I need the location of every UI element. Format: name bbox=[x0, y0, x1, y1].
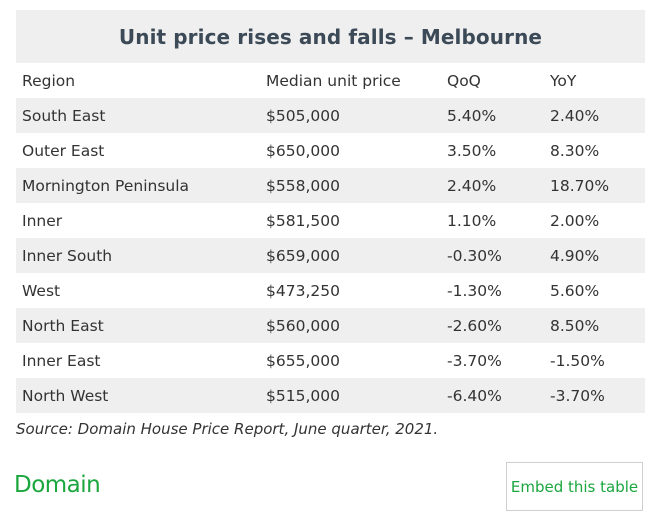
cell-region: Mornington Peninsula bbox=[16, 168, 260, 203]
domain-logo[interactable]: Domain bbox=[14, 472, 101, 498]
cell-qoq: -3.70% bbox=[447, 351, 502, 370]
column-header-yoy: YoY bbox=[550, 71, 577, 90]
cell-median-price: $581,500 bbox=[266, 211, 340, 230]
cell-yoy: -3.70% bbox=[544, 378, 645, 413]
cell-region: Inner bbox=[22, 211, 63, 230]
cell-yoy: 2.00% bbox=[550, 211, 600, 230]
table-title-bar: Unit price rises and falls – Melbourne bbox=[16, 10, 645, 63]
table-header-row: Region Median unit price QoQ YoY bbox=[16, 63, 645, 98]
cell-yoy: 8.30% bbox=[550, 141, 600, 160]
table-row: North West $515,000 -6.40% -3.70% bbox=[16, 378, 645, 413]
cell-yoy: 5.60% bbox=[550, 281, 600, 300]
cell-median-price: $650,000 bbox=[266, 141, 340, 160]
price-table: Region Median unit price QoQ YoY South E… bbox=[16, 63, 645, 413]
cell-region: North West bbox=[16, 378, 260, 413]
column-header-qoq: QoQ bbox=[447, 71, 481, 90]
cell-median-price: $558,000 bbox=[260, 168, 441, 203]
table-row: Inner South $659,000 -0.30% 4.90% bbox=[16, 238, 645, 273]
cell-qoq: -2.60% bbox=[441, 308, 544, 343]
cell-qoq: 2.40% bbox=[441, 168, 544, 203]
cell-qoq: 1.10% bbox=[447, 211, 497, 230]
cell-yoy: -1.50% bbox=[550, 351, 605, 370]
table-row: Outer East $650,000 3.50% 8.30% bbox=[16, 133, 645, 168]
cell-region: North East bbox=[16, 308, 260, 343]
cell-qoq: -1.30% bbox=[447, 281, 502, 300]
table-row: Inner $581,500 1.10% 2.00% bbox=[16, 203, 645, 238]
embed-table-button[interactable]: Embed this table bbox=[506, 462, 643, 511]
cell-yoy: 8.50% bbox=[544, 308, 645, 343]
cell-yoy: 4.90% bbox=[544, 238, 645, 273]
table-row: West $473,250 -1.30% 5.60% bbox=[16, 273, 645, 308]
source-note: Source: Domain House Price Report, June … bbox=[16, 420, 439, 438]
table-row: Mornington Peninsula $558,000 2.40% 18.7… bbox=[16, 168, 645, 203]
table-row: Inner East $655,000 -3.70% -1.50% bbox=[16, 343, 645, 378]
cell-median-price: $655,000 bbox=[266, 351, 340, 370]
column-header-region: Region bbox=[22, 71, 76, 90]
cell-qoq: -6.40% bbox=[441, 378, 544, 413]
table-row: South East $505,000 5.40% 2.40% bbox=[16, 98, 645, 133]
cell-qoq: -0.30% bbox=[441, 238, 544, 273]
cell-median-price: $659,000 bbox=[260, 238, 441, 273]
cell-median-price: $515,000 bbox=[260, 378, 441, 413]
cell-region: South East bbox=[16, 98, 260, 133]
table-row: North East $560,000 -2.60% 8.50% bbox=[16, 308, 645, 343]
table-title: Unit price rises and falls – Melbourne bbox=[118, 24, 543, 49]
cell-yoy: 18.70% bbox=[544, 168, 645, 203]
cell-region: Outer East bbox=[22, 141, 105, 160]
cell-region: Inner South bbox=[16, 238, 260, 273]
cell-region: West bbox=[22, 281, 61, 300]
column-header-median-unit-price: Median unit price bbox=[266, 71, 401, 90]
cell-region: Inner East bbox=[22, 351, 101, 370]
cell-median-price: $560,000 bbox=[260, 308, 441, 343]
cell-median-price: $473,250 bbox=[266, 281, 340, 300]
cell-yoy: 2.40% bbox=[544, 98, 645, 133]
cell-qoq: 5.40% bbox=[441, 98, 544, 133]
cell-qoq: 3.50% bbox=[447, 141, 497, 160]
cell-median-price: $505,000 bbox=[260, 98, 441, 133]
